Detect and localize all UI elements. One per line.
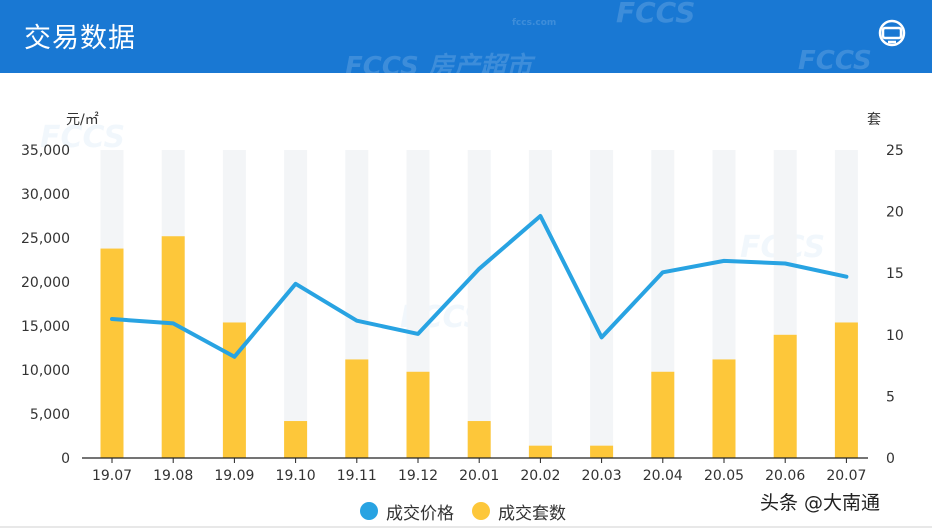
divider xyxy=(0,526,932,528)
y-right-tick-label: 20 xyxy=(886,205,904,221)
y-left-tick-label: 35,000 xyxy=(21,143,70,159)
x-tick-label: 19.09 xyxy=(214,468,254,484)
source-credit: 头条 @大南通 xyxy=(760,492,881,514)
bar-20.05 xyxy=(712,359,736,458)
price-line xyxy=(110,214,849,359)
legend-label-count: 成交套数 xyxy=(498,503,566,524)
x-tick-label: 20.05 xyxy=(704,468,744,484)
legend-item-count[interactable]: 成交套数 xyxy=(472,498,566,524)
bar-track xyxy=(590,150,614,458)
y-axis-left-unit: 元/㎡ xyxy=(66,112,99,128)
x-tick-label: 20.06 xyxy=(765,468,805,484)
y-left-tick-label: 20,000 xyxy=(21,275,70,291)
y-right-tick-label: 10 xyxy=(886,328,904,344)
bar-20.02 xyxy=(528,445,552,458)
y-left-tick-label: 25,000 xyxy=(21,231,70,247)
x-tick-label: 19.08 xyxy=(153,468,193,484)
watermark: fccs.com xyxy=(512,18,557,28)
header-bar: FCCS 房产超市 FCCS fccs.com FCCS 交易数据 xyxy=(0,0,932,82)
bar-19.12 xyxy=(406,371,430,458)
y-right-tick-label: 25 xyxy=(886,143,904,159)
y-right-tick-label: 15 xyxy=(886,266,904,282)
bar-19.11 xyxy=(345,359,369,458)
bar-20.04 xyxy=(651,371,675,458)
x-tick-label: 19.12 xyxy=(398,468,438,484)
x-tick-label: 20.02 xyxy=(520,468,560,484)
legend-label-price: 成交价格 xyxy=(386,503,454,524)
bar-20.06 xyxy=(773,334,797,458)
bar-track xyxy=(284,150,308,458)
bar-track xyxy=(528,150,552,458)
bar-19.07 xyxy=(100,248,124,458)
x-tick-label: 20.04 xyxy=(643,468,683,484)
y-left-tick-label: 15,000 xyxy=(21,319,70,335)
bar-19.10 xyxy=(284,421,308,458)
y-right-tick-label: 0 xyxy=(886,451,895,467)
legend-marker-price xyxy=(360,502,378,520)
x-tick-label: 19.10 xyxy=(276,468,316,484)
y-left-tick-label: 30,000 xyxy=(21,187,70,203)
watermark: FCCS 房产超市 xyxy=(345,52,532,82)
bar-20.01 xyxy=(467,421,491,458)
x-tick-label: 20.03 xyxy=(582,468,622,484)
bar-20.03 xyxy=(590,445,614,458)
bar-19.09 xyxy=(222,322,246,458)
page-title: 交易数据 xyxy=(24,23,136,54)
watermark: FCCS xyxy=(616,0,696,29)
y-axis-right-unit: 套 xyxy=(867,112,881,128)
x-tick-label: 20.01 xyxy=(459,468,499,484)
y-left-tick-label: 10,000 xyxy=(21,363,70,379)
legend-item-price[interactable]: 成交价格 xyxy=(360,498,454,524)
watermark: FCCS xyxy=(40,120,126,155)
trade-chart: 元/㎡ 套 19.07 19.08 19.09 19.10 19.11 19.12 20.0… xyxy=(21,112,904,484)
chart-legend: 成交价格 成交套数 xyxy=(0,498,932,524)
x-tick-label: 20.07 xyxy=(826,468,866,484)
y-right-tick-label: 5 xyxy=(886,389,895,405)
bar-track xyxy=(467,150,491,458)
y-left-tick-label: 0 xyxy=(61,451,70,467)
tv-icon[interactable] xyxy=(874,15,910,51)
legend-marker-count xyxy=(472,502,490,520)
watermark: FCCS xyxy=(798,46,872,76)
x-tick-label: 19.11 xyxy=(337,468,377,484)
bar-19.08 xyxy=(161,236,185,458)
y-left-tick-label: 5,000 xyxy=(30,407,70,423)
x-tick-label: 19.07 xyxy=(92,468,132,484)
bar-20.07 xyxy=(834,322,858,458)
